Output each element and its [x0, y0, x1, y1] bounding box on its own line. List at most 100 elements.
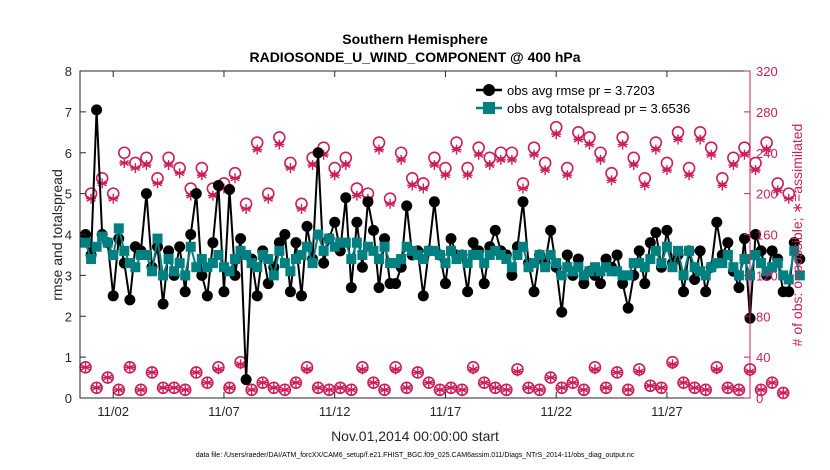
obs-assimilated-point: [396, 154, 407, 165]
x-tick-label: 11/07: [208, 404, 240, 419]
obs-possible-point: [776, 386, 790, 400]
obs-assimilated-point: [302, 364, 313, 375]
obs-possible-point: [555, 381, 569, 395]
obs-assimilated-point: [506, 154, 517, 165]
obs-assimilated-point: [374, 144, 385, 155]
spread-point: [257, 249, 268, 260]
rmse-point: [462, 286, 474, 298]
rmse-point: [390, 278, 402, 290]
obs-assimilated-point: [279, 384, 290, 395]
y2-tick-label: 40: [756, 350, 770, 365]
obs-assimilated-point: [108, 193, 119, 204]
rmse-point: [445, 233, 457, 245]
rmse-point: [351, 216, 363, 228]
obs-assimilated-point: [717, 180, 728, 191]
spread-point: [617, 270, 628, 281]
spread-point: [152, 233, 163, 244]
obs-assimilated-point: [639, 180, 650, 191]
chart-title: Southern Hemisphere: [342, 31, 488, 47]
obs-assimilated-point: [540, 165, 551, 176]
spread-point: [783, 274, 794, 285]
rmse-point: [240, 374, 252, 386]
rmse-point: [722, 237, 734, 249]
rmse-point: [467, 237, 479, 249]
obs-assimilated-point: [733, 384, 744, 395]
rmse-point: [572, 253, 584, 265]
spread-point: [445, 245, 456, 256]
spread-point: [362, 241, 373, 252]
obs-possible-point: [411, 366, 425, 379]
rmse-point: [439, 278, 451, 290]
obs-assimilated-point: [146, 367, 157, 378]
obs-assimilated-point: [180, 384, 191, 395]
spread-point: [185, 241, 196, 252]
spread-point: [318, 245, 329, 256]
obs-assimilated-point: [722, 382, 733, 393]
spread-point: [512, 249, 523, 260]
obs-assimilated-point: [196, 170, 207, 181]
obs-assimilated-point: [313, 382, 324, 393]
rmse-point: [329, 216, 341, 228]
obs-possible-point: [599, 381, 613, 395]
obs-assimilated-point: [695, 134, 706, 145]
rmse-point: [545, 224, 557, 236]
y-tick-label: 5: [65, 187, 72, 202]
spread-point: [767, 262, 778, 273]
spread-point: [750, 249, 761, 260]
spread-point: [202, 262, 213, 273]
rmse-point: [678, 286, 690, 298]
spread-point: [379, 241, 390, 252]
spread-point: [573, 262, 584, 273]
obs-possible-point: [90, 381, 103, 395]
obs-possible-point: [533, 383, 546, 397]
obs-assimilated-point: [711, 364, 722, 375]
obs-possible-point: [201, 376, 214, 389]
rmse-point: [345, 282, 357, 294]
obs-assimilated-point: [268, 382, 279, 393]
spread-point: [706, 262, 717, 273]
rmse-point: [301, 220, 313, 232]
obs-possible-point: [699, 383, 713, 397]
spread-point: [135, 249, 146, 260]
spread-point: [728, 262, 739, 273]
obs-possible-point: [101, 371, 114, 384]
obs-assimilated-point: [700, 384, 711, 395]
obs-assimilated-point: [368, 377, 379, 388]
spread-point: [230, 254, 241, 265]
spread-point: [434, 249, 445, 260]
obs-assimilated-point: [761, 144, 772, 155]
spread-point: [86, 254, 97, 265]
rmse-point: [362, 196, 374, 208]
obs-assimilated-point: [517, 183, 528, 194]
obs-assimilated-point: [163, 160, 174, 171]
spread-point: [102, 237, 113, 248]
obs-assimilated-point: [650, 144, 661, 155]
rmse-point: [273, 237, 285, 249]
spread-point: [540, 262, 551, 273]
obs-possible-point: [655, 381, 668, 395]
obs-possible-point: [223, 381, 236, 395]
y2-tick-label: 0: [756, 391, 763, 406]
y2-tick-label: 120: [756, 268, 778, 283]
spread-point: [789, 245, 800, 256]
spread-point: [91, 241, 102, 252]
obs-assimilated-point: [545, 372, 556, 383]
spread-point: [700, 270, 711, 281]
obs-assimilated-point: [512, 366, 523, 377]
spread-point: [302, 241, 313, 252]
spread-point: [368, 245, 379, 256]
rmse-point: [700, 286, 712, 298]
obs-assimilated-point: [783, 193, 794, 204]
obs-assimilated-point: [578, 384, 589, 395]
obs-assimilated-point: [678, 377, 689, 388]
obs-assimilated-point: [584, 139, 595, 150]
rmse-point: [733, 282, 745, 294]
obs-assimilated-point: [124, 362, 135, 373]
obs-assimilated-point: [91, 382, 102, 393]
rmse-point: [290, 237, 302, 249]
y-tick-label: 3: [65, 268, 72, 283]
rmse-point: [235, 233, 247, 245]
obs-possible-point: [378, 383, 391, 397]
spread-point: [440, 258, 451, 269]
